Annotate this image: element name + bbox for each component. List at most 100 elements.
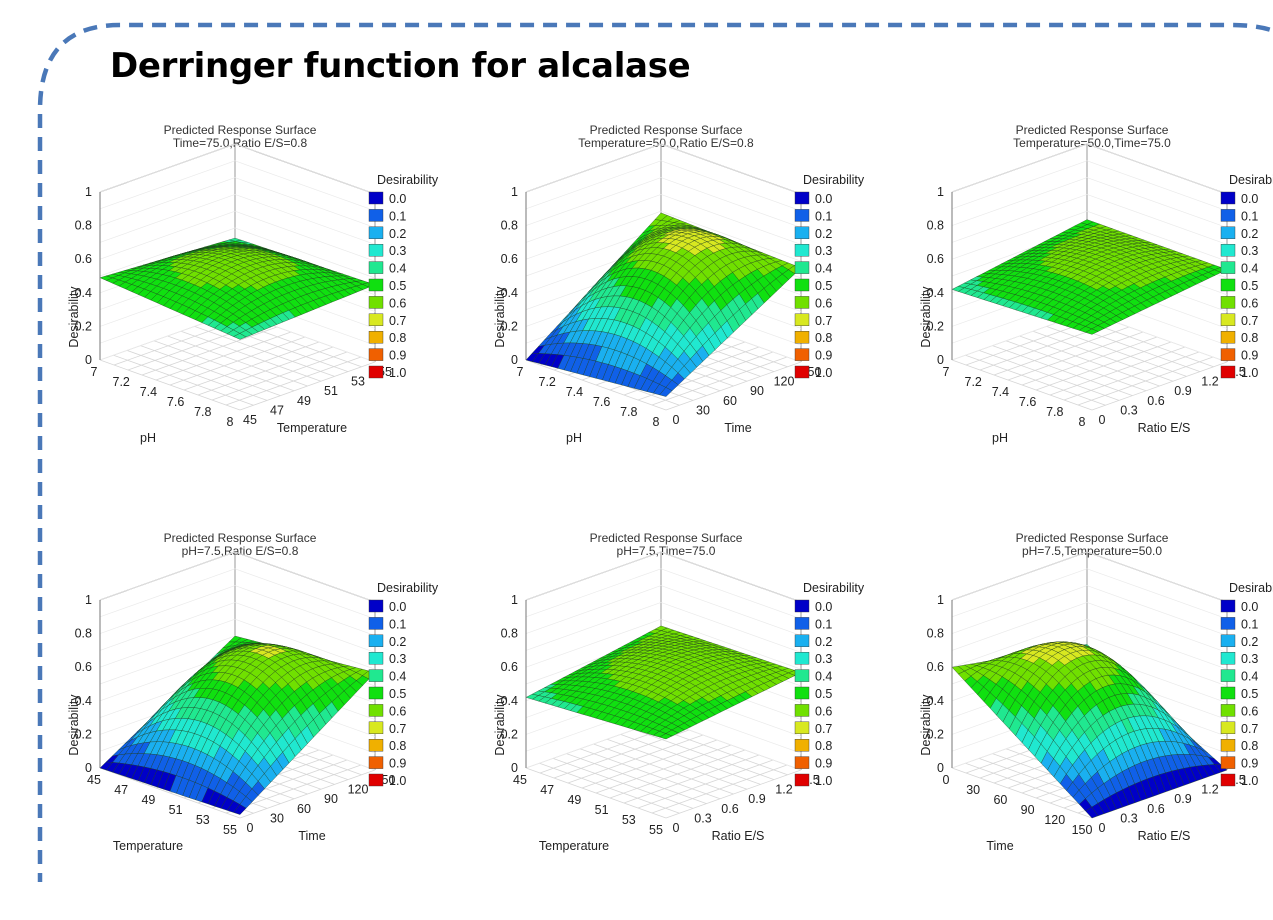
x-tick-label: 0 [943,773,950,787]
legend-title: Desirability [803,581,865,595]
legend-swatch [369,687,383,699]
x-tick-label: 53 [196,813,210,827]
legend-swatch [1221,652,1235,664]
legend-swatch [795,262,809,274]
x-axis-label: pH [566,431,582,445]
z-axis-label: Desirability [67,694,81,756]
legend-title: Desirability [1229,173,1273,187]
legend-swatch [369,227,383,239]
legend-label: 0.5 [389,279,406,293]
y-tick-label: 0.3 [1120,811,1137,825]
legend-title: Desirability [377,173,439,187]
legend-swatch [1221,227,1235,239]
legend-label: 0.9 [1241,757,1258,771]
y-tick-label: 0.9 [1174,792,1191,806]
wall-grid-line [235,178,375,228]
legend-swatch [795,244,809,256]
y-axis-label: Temperature [277,421,347,435]
legend-label: 1.0 [389,774,406,788]
plot-subtitle: Temperature=50.0,Time=75.0 [1013,136,1171,150]
legend-swatch [369,244,383,256]
x-tick-label: 47 [114,783,128,797]
page-title: Derringer function for alcalase [110,46,690,86]
z-tick-label: 0.8 [927,219,944,233]
wall-grid-line [235,144,375,194]
x-tick-label: 7.2 [539,375,556,389]
x-tick-label: 7 [517,365,524,379]
legend-label: 0.9 [389,757,406,771]
y-tick-label: 0.3 [1120,403,1137,417]
legend-label: 0.3 [1241,652,1258,666]
y-tick-label: 49 [297,394,311,408]
plot-title: Predicted Response Surface [164,531,317,545]
x-axis-label: pH [140,431,156,445]
z-tick-label: 0.6 [927,252,944,266]
legend-label: 0.4 [815,670,832,684]
y-tick-label: 1.2 [1201,375,1218,389]
y-tick-label: 0.9 [1174,384,1191,398]
z-tick-label: 1 [937,185,944,199]
y-tick-label: 0 [247,821,254,835]
z-tick-label: 0.6 [75,252,92,266]
wall-grid-line [661,569,801,619]
legend-label: 0.8 [1241,331,1258,345]
legend-swatch [1221,757,1235,769]
y-tick-label: 60 [297,802,311,816]
legend-swatch [369,349,383,361]
legend-label: 0.8 [389,331,406,345]
y-tick-label: 30 [696,403,710,417]
y-tick-label: 0 [673,821,680,835]
plot-title: Predicted Response Surface [1016,123,1169,137]
legend-swatch [795,652,809,664]
legend-label: 0.6 [1241,704,1258,718]
y-tick-label: 45 [243,413,257,427]
x-tick-label: 7.4 [992,385,1009,399]
y-axis-label: Time [724,421,751,435]
x-tick-label: 90 [1021,803,1035,817]
wall-grid-line [235,194,375,244]
y-tick-label: 0.6 [1147,394,1164,408]
legend-label: 0.1 [1241,617,1258,631]
legend-label: 0.0 [389,600,406,614]
legend-label: 0.3 [1241,244,1258,258]
x-tick-label: 7.8 [194,405,211,419]
wall-grid-line [235,552,375,602]
z-tick-label: 1 [937,593,944,607]
legend-swatch [1221,314,1235,326]
legend-label: 1.0 [1241,774,1258,788]
legend-label: 0.6 [815,704,832,718]
legend-label: 0.8 [1241,739,1258,753]
legend-label: 0.8 [815,331,832,345]
legend-label: 0.5 [1241,687,1258,701]
legend-label: 0.3 [815,244,832,258]
y-axis-label: Ratio E/S [1138,829,1191,843]
legend-swatch [795,296,809,308]
legend-label: 0.7 [1241,314,1258,328]
legend-label: 0.0 [1241,600,1258,614]
legend-label: 0.7 [1241,722,1258,736]
legend-swatch [795,349,809,361]
y-tick-label: 90 [324,792,338,806]
legend-label: 1.0 [815,774,832,788]
x-axis-label: pH [992,431,1008,445]
legend-label: 0.8 [389,739,406,753]
legend-swatch [1221,617,1235,629]
legend-swatch [795,617,809,629]
x-tick-label: 7.8 [620,405,637,419]
legend-swatch [795,722,809,734]
legend-swatch [1221,209,1235,221]
legend-swatch [795,314,809,326]
x-tick-label: 55 [223,823,237,837]
x-tick-label: 7.6 [1019,395,1036,409]
x-tick-label: 60 [993,793,1007,807]
x-tick-label: 8 [1079,415,1086,429]
legend-label: 1.0 [815,366,832,380]
z-axis-label: Desirability [493,694,507,756]
legend-label: 0.0 [815,600,832,614]
y-axis-label: Ratio E/S [712,829,765,843]
legend-swatch [1221,279,1235,291]
